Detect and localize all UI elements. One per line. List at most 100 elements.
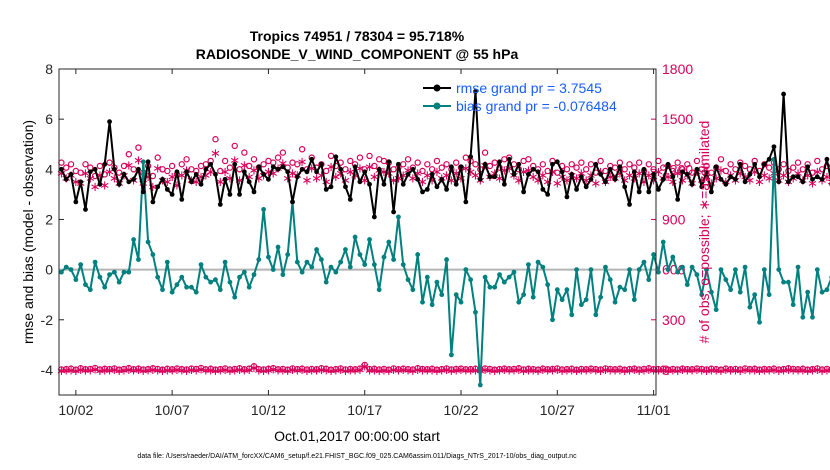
- obs-assimilated-bottom-point: ∗: [528, 363, 539, 378]
- rmse-point: [179, 197, 185, 202]
- obs-possible-point: [481, 149, 489, 156]
- obs-assimilated-point: ∗: [648, 173, 659, 188]
- obs-assimilated-point: ∗: [629, 172, 640, 187]
- obs-assimilated-point: ∗: [470, 168, 481, 183]
- rmse-point: [232, 161, 238, 167]
- obs-assimilated-bottom-point: ∗: [200, 364, 211, 379]
- rmse-point: [362, 169, 368, 175]
- obs-possible-point: [274, 154, 282, 161]
- rmse-point: [280, 164, 286, 170]
- bias-point: [381, 254, 387, 260]
- obs-assimilated-point: ∗: [215, 175, 226, 190]
- rmse-point: [574, 186, 579, 192]
- rmse-point: [131, 176, 137, 182]
- bias-point: [367, 237, 372, 242]
- bias-point: [516, 299, 522, 305]
- bias-point: [501, 279, 507, 285]
- obs-assimilated-bottom-point: ∗: [504, 364, 515, 379]
- rmse-point: [208, 161, 214, 167]
- rmse-point: [63, 176, 69, 182]
- obs-assimilated-point: ∗: [210, 147, 221, 162]
- rmse-point: [728, 174, 734, 180]
- bias-point: [458, 299, 464, 305]
- rmse-point: [641, 166, 647, 172]
- rmse-point: [622, 184, 628, 190]
- obs-possible-point: [371, 162, 378, 170]
- obs-assimilated-point: ∗: [663, 170, 674, 185]
- obs-assimilated-point: ∗: [123, 158, 134, 173]
- obs-possible-point: [688, 169, 696, 176]
- obs-assimilated-point: ∗: [764, 172, 775, 187]
- rmse-point: [367, 181, 372, 187]
- obs-assimilated-point: ∗: [99, 178, 110, 193]
- obs-assimilated-bottom-point: ∗: [682, 363, 693, 378]
- bias-point: [665, 267, 671, 273]
- bias-point: [227, 279, 233, 285]
- obs-possible-point: [226, 164, 234, 171]
- obs-possible-point: [178, 161, 185, 168]
- rmse-point: [704, 169, 709, 175]
- rmse-point: [184, 169, 189, 175]
- y-left-tick-label: 2: [45, 211, 53, 227]
- obs-assimilated-point: ∗: [94, 168, 105, 183]
- rmse-point: [102, 161, 108, 167]
- obs-possible-bottom-point: [828, 366, 830, 372]
- obs-assimilated-bottom-point: ∗: [220, 363, 231, 378]
- bias-point: [718, 267, 724, 273]
- obs-assimilated-bottom-point: ∗: [783, 363, 794, 378]
- bias-point: [810, 314, 815, 320]
- obs-assimilated-point: ∗: [316, 168, 327, 183]
- rmse-point: [256, 164, 262, 170]
- obs-possible-point: [250, 156, 258, 163]
- rmse-point: [569, 171, 575, 177]
- obs-assimilated-bottom-point: ∗: [643, 363, 654, 378]
- obs-assimilated-bottom-point: ∗: [489, 364, 500, 379]
- bias-point: [415, 252, 421, 257]
- rmse-point: [540, 186, 546, 192]
- obs-assimilated-bottom-point: ∗: [672, 364, 683, 379]
- obs-assimilated-point: ∗: [196, 170, 207, 185]
- obs-assimilated-bottom-point: ∗: [143, 363, 154, 378]
- rmse-point: [420, 189, 425, 195]
- obs-assimilated-bottom-point: ∗: [157, 364, 168, 379]
- bias-point: [641, 259, 647, 265]
- rmse-point: [343, 184, 348, 190]
- obs-possible-point: [424, 161, 431, 168]
- bias-point: [757, 319, 762, 325]
- obs-assimilated-bottom-point: ∗: [687, 364, 698, 379]
- bias-point: [213, 277, 218, 283]
- rmse-point: [309, 156, 315, 162]
- rmse-point: [429, 171, 435, 177]
- obs-assimilated-bottom-point: ∗: [292, 363, 303, 378]
- bias-point: [193, 289, 199, 295]
- obs-possible-point: [77, 169, 84, 176]
- bias-point: [59, 269, 64, 275]
- bias-point: [545, 282, 551, 288]
- rmse-point: [684, 171, 690, 177]
- obs-assimilated-point: ∗: [330, 170, 341, 185]
- bias-point: [680, 264, 685, 270]
- obs-assimilated-bottom-point: ∗: [191, 363, 202, 378]
- rmse-point: [564, 194, 570, 200]
- bias-point: [824, 287, 830, 293]
- obs-assimilated-bottom-point: ∗: [326, 364, 337, 379]
- rmse-point: [415, 176, 421, 182]
- rmse-point: [598, 171, 604, 177]
- rmse-point: [723, 181, 729, 187]
- bias-point: [699, 292, 705, 298]
- bias-point: [497, 272, 502, 278]
- rmse-point: [790, 174, 796, 180]
- rmse-point: [526, 171, 531, 177]
- obs-assimilated-point: ∗: [552, 177, 563, 192]
- rmse-point: [222, 176, 228, 182]
- obs-assimilated-bottom-point: ∗: [518, 364, 529, 379]
- obs-assimilated-bottom-point: ∗: [383, 364, 394, 379]
- legend: rmse grand pr = 3.7545 bias grand pr = -…: [423, 80, 617, 114]
- obs-possible-point: [645, 161, 652, 168]
- rmse-point: [593, 161, 599, 167]
- obs-assimilated-bottom-point: ∗: [176, 363, 187, 378]
- obs-assimilated-bottom-point: ∗: [465, 363, 476, 378]
- obs-possible-point: [106, 159, 113, 166]
- bias-point: [675, 269, 681, 275]
- obs-assimilated-point: ∗: [643, 168, 654, 183]
